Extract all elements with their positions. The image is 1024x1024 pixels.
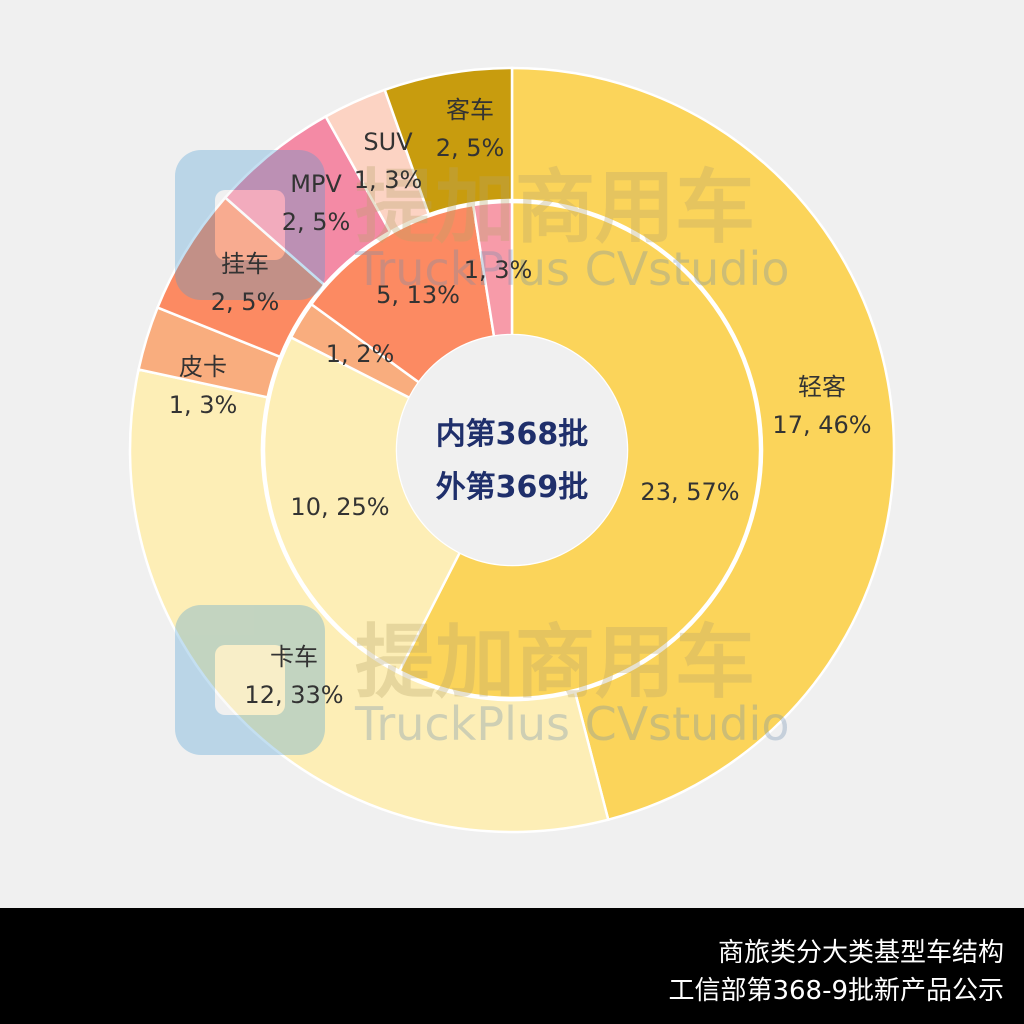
center-label-line2: 外第369批 [436, 470, 589, 505]
outer-label-6-name: 客车 [446, 96, 494, 124]
footer-subtitle: 工信部第368-9批新产品公示 [668, 976, 1004, 1006]
inner-label-2: 1, 2% [326, 340, 395, 368]
inner-ring [262, 200, 762, 700]
outer-label-3-name: 挂车 [221, 250, 269, 278]
outer-label-0-value: 17, 46% [772, 411, 871, 439]
watermark-logo-box-1 [175, 605, 325, 755]
footer-title: 商旅类分大类基型车结构 [717, 938, 1004, 968]
watermark-subtext-1: TruckPlus CVstudio [354, 697, 789, 751]
inner-label-1: 10, 25% [290, 493, 389, 521]
outer-label-3-value: 2, 5% [211, 288, 280, 316]
watermark-logo-inner-0 [215, 190, 285, 260]
footer-bar: 商旅类分大类基型车结构 工信部第368-9批新产品公示 [0, 908, 1024, 1024]
watermark-logo-inner-1 [215, 645, 285, 715]
outer-label-5-value: 1, 3% [354, 166, 423, 194]
outer-ring-slice-6 [383, 66, 514, 216]
outer-label-4-value: 2, 5% [282, 208, 351, 236]
inner-label-0: 23, 57% [640, 478, 739, 506]
watermark-text-1: 提加商用车 [355, 616, 755, 709]
inner-label-4: 1, 3% [464, 256, 533, 284]
watermark-subtext-0: TruckPlus CVstudio [354, 242, 789, 296]
outer-label-2-name: 皮卡 [179, 353, 227, 381]
outer-label-0-name: 轻客 [798, 373, 846, 401]
outer-label-1-value: 12, 33% [244, 681, 343, 709]
outer-ring [128, 66, 896, 834]
outer-label-6-value: 2, 5% [436, 134, 505, 162]
slice-labels: 轻客 17, 46% 卡车 12, 33% 皮卡 1, 3% 挂车 2, 5% MPV 2, 5%… [169, 96, 872, 709]
outer-label-5-name: SUV [363, 128, 413, 156]
center-hole [397, 335, 627, 565]
outer-ring-slice-1 [128, 368, 610, 834]
outer-label-1-name: 卡车 [270, 643, 318, 671]
outer-label-2-value: 1, 3% [169, 391, 238, 419]
watermark-logo-box-0 [175, 150, 325, 300]
center-label-line1: 内第368批 [436, 417, 589, 452]
inner-label-3: 5, 13% [376, 281, 460, 309]
outer-label-4-name: MPV [290, 170, 342, 198]
watermark-text-0: 提加商用车 [355, 161, 755, 254]
outer-ring-slice-0 [510, 66, 896, 822]
